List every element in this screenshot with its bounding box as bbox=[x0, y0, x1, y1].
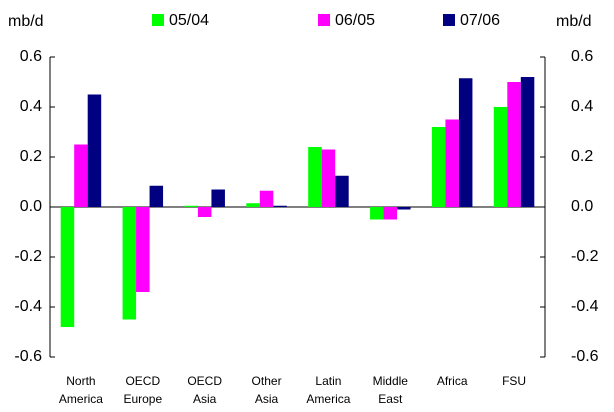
legend-label: 05/04 bbox=[169, 12, 209, 29]
bar bbox=[397, 207, 411, 210]
y2-tick-label: -0.4 bbox=[571, 298, 599, 315]
bar bbox=[259, 190, 274, 207]
x-tick-label: Middle East bbox=[373, 374, 409, 406]
y-tick-label: -0.6 bbox=[14, 348, 42, 365]
bar bbox=[149, 185, 164, 207]
y2-tick-label: -0.2 bbox=[571, 248, 599, 265]
bar bbox=[273, 205, 287, 207]
x-tick-label: Latin America bbox=[306, 374, 350, 406]
y2-tick-label: 0.0 bbox=[571, 198, 593, 215]
y-tick-label: 0.2 bbox=[20, 148, 42, 165]
y-tick-label: -0.4 bbox=[14, 298, 42, 315]
bar bbox=[60, 207, 75, 327]
legend-label: 07/06 bbox=[460, 12, 500, 29]
bar bbox=[507, 82, 521, 207]
bar bbox=[308, 147, 322, 207]
bar bbox=[445, 119, 459, 207]
bar bbox=[493, 107, 508, 207]
y-axis-label: mb/d bbox=[8, 13, 44, 30]
x-tick-label: Other Asia bbox=[252, 374, 282, 406]
bar bbox=[136, 207, 150, 292]
legend-swatch bbox=[443, 14, 455, 26]
y2-tick-label: 0.6 bbox=[571, 48, 593, 65]
x-tick-label: OECD Europe bbox=[123, 374, 162, 406]
bar bbox=[184, 205, 198, 207]
bar bbox=[197, 207, 212, 217]
bar bbox=[246, 203, 260, 207]
x-tick-label: North America bbox=[59, 374, 103, 406]
bar bbox=[211, 189, 225, 207]
bar bbox=[335, 175, 349, 207]
bar bbox=[520, 77, 535, 207]
bar bbox=[370, 207, 384, 220]
x-tick-label: Africa bbox=[437, 374, 468, 388]
bar bbox=[87, 94, 102, 207]
bar bbox=[431, 127, 446, 207]
x-tick-label: FSU bbox=[502, 374, 526, 388]
y-tick-label: 0.6 bbox=[20, 48, 42, 65]
y-tick-label: 0.4 bbox=[20, 98, 42, 115]
legend-swatch bbox=[152, 14, 164, 26]
bar bbox=[458, 78, 473, 207]
legend-swatch bbox=[318, 14, 330, 26]
legend-label: 06/05 bbox=[335, 12, 375, 29]
y2-axis-label: mb/d bbox=[556, 13, 592, 30]
bar bbox=[383, 207, 398, 220]
y2-tick-label: -0.6 bbox=[571, 348, 599, 365]
bar bbox=[321, 149, 336, 207]
y2-tick-label: 0.4 bbox=[571, 98, 593, 115]
bar bbox=[122, 207, 137, 320]
y-tick-label: 0.0 bbox=[20, 198, 42, 215]
y2-tick-label: 0.2 bbox=[571, 148, 593, 165]
y-tick-label: -0.2 bbox=[14, 248, 42, 265]
x-tick-label: OECD Asia bbox=[187, 374, 222, 406]
bar bbox=[74, 144, 88, 207]
